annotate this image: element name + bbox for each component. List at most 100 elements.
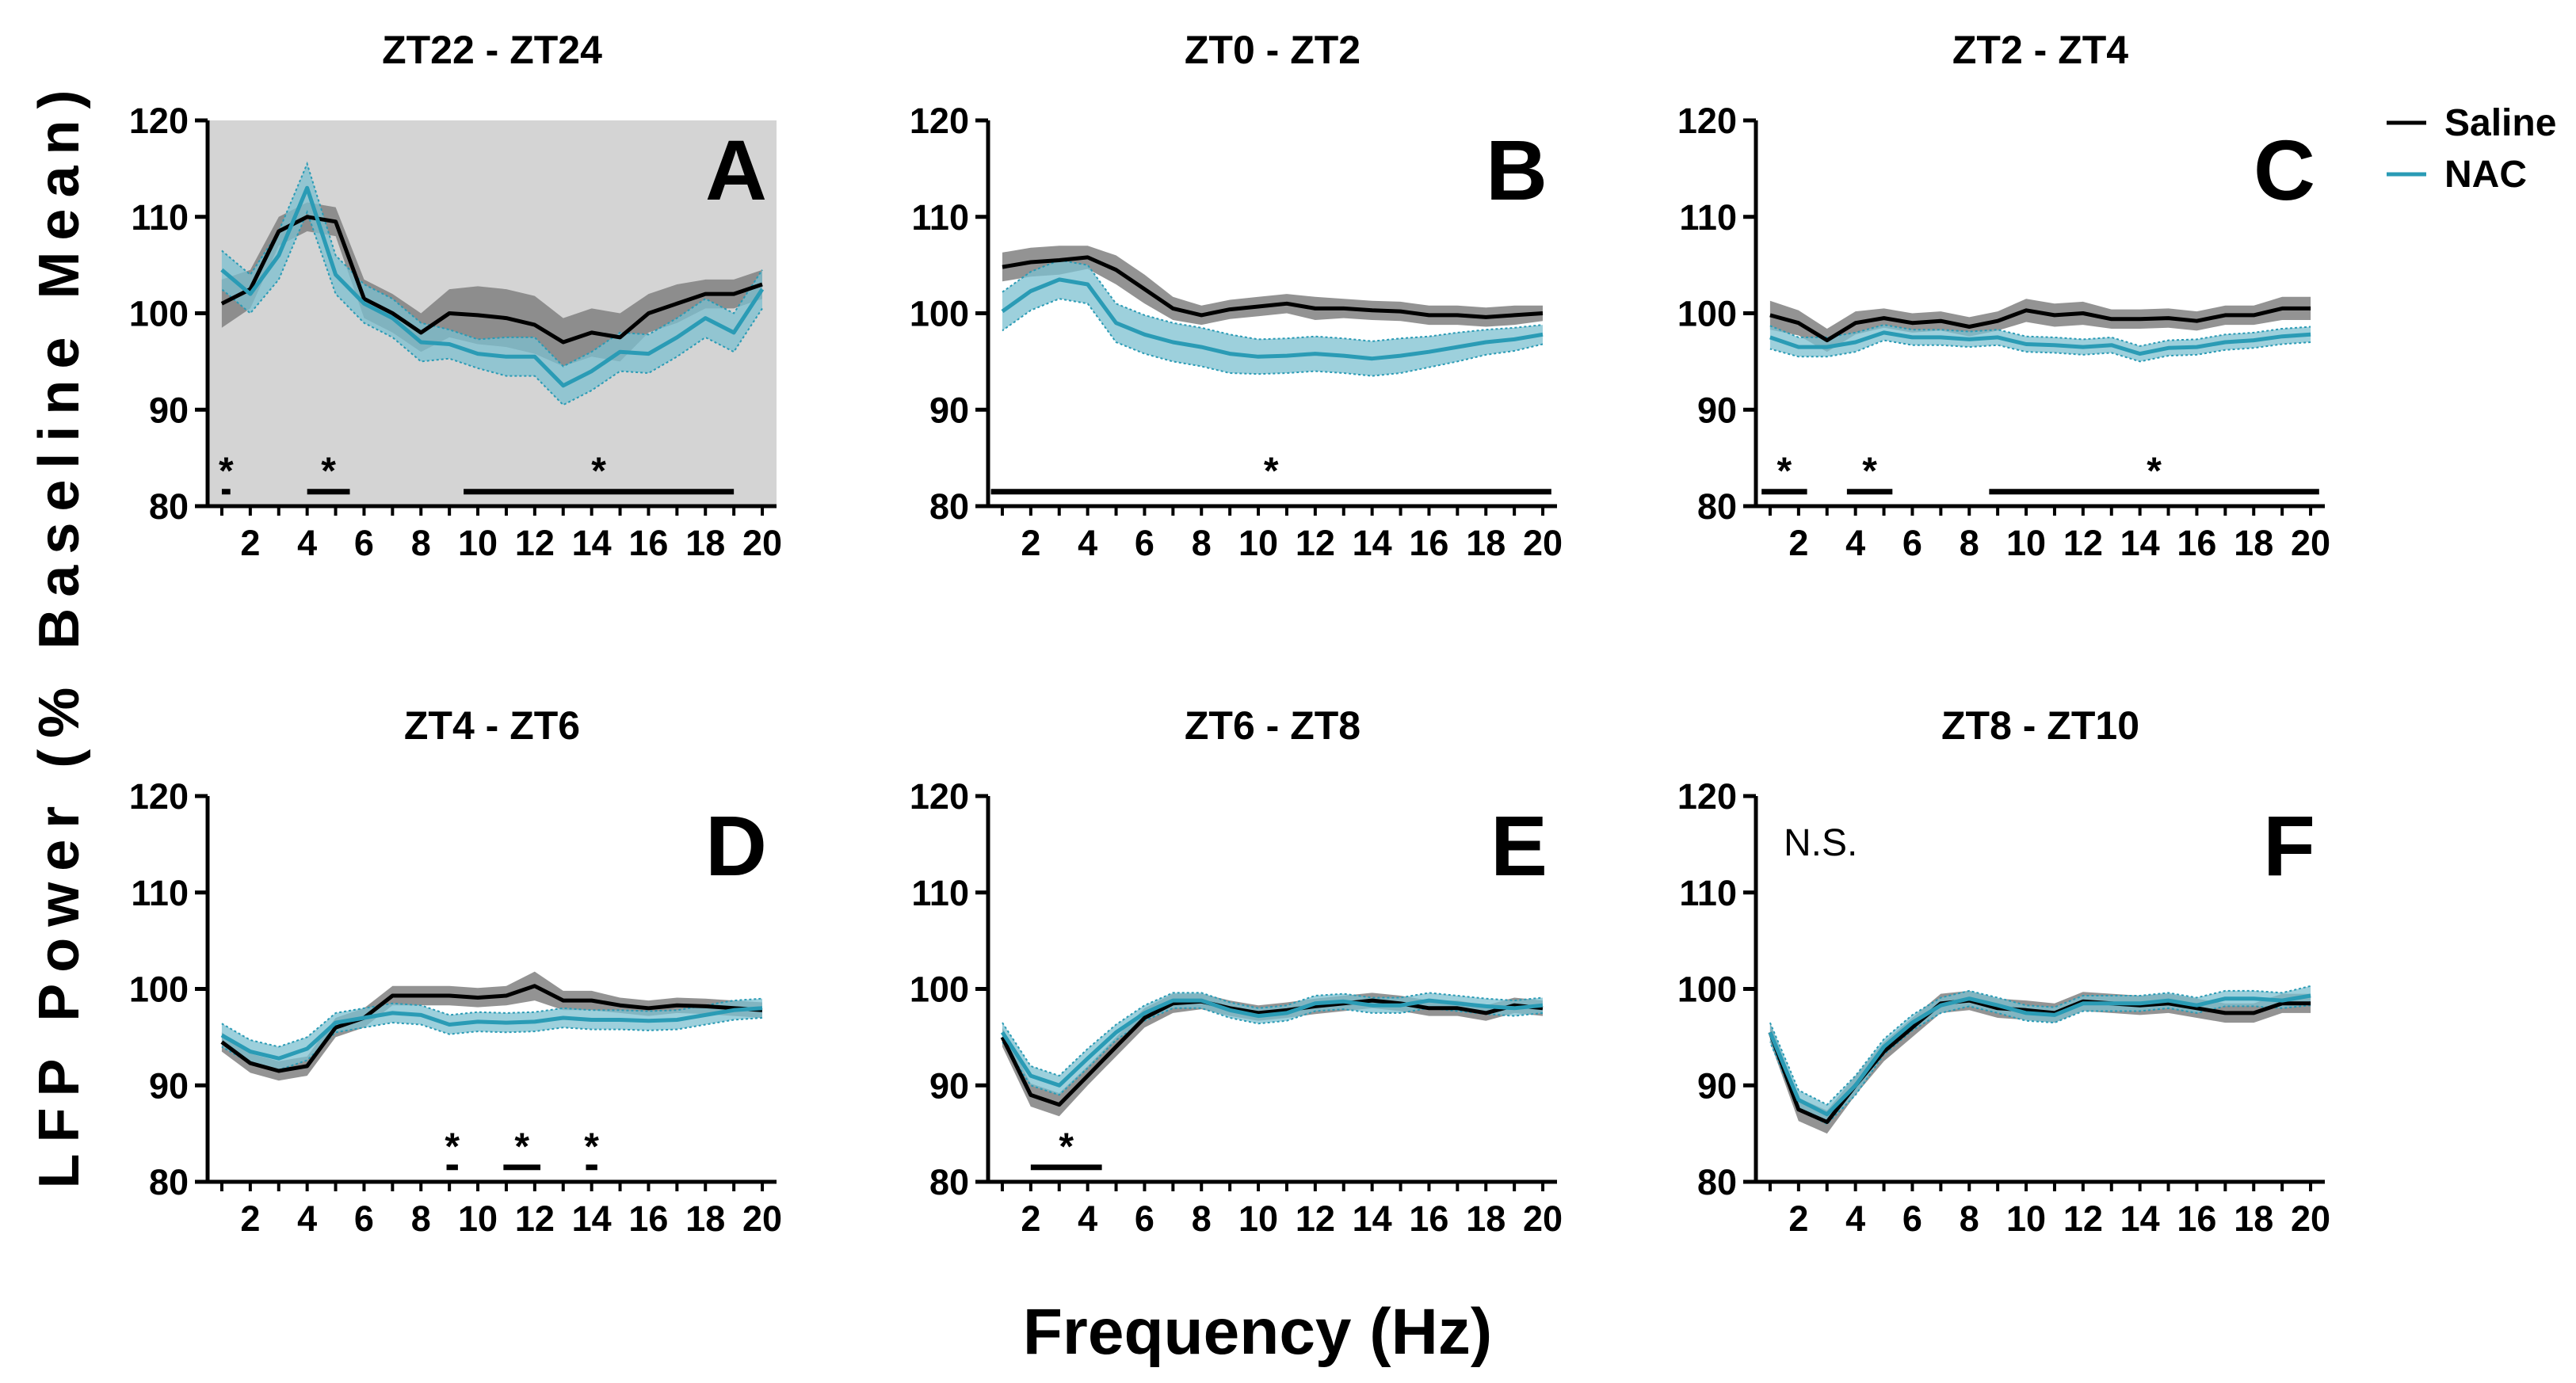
y-tick-label: 120 <box>910 101 969 141</box>
series-band-edge-lower <box>1002 298 1544 377</box>
legend: Saline NAC <box>2387 102 2556 196</box>
series-line-nac <box>1000 998 1544 1088</box>
panel-d: ZT4 - ZT6 D * * * 80 90 100 110 120 2 4 6 8 10 12 14 16 18… <box>129 703 782 1239</box>
legend-label-saline: Saline <box>2444 102 2556 144</box>
x-tick-label: 12 <box>515 1198 555 1239</box>
x-tick-label: 2 <box>1021 1198 1040 1239</box>
x-tick-label: 10 <box>2006 523 2046 563</box>
x-axis-label: Frequency (Hz) <box>1022 1296 1493 1368</box>
x-tick-label: 12 <box>1296 1198 1335 1239</box>
x-tick-label: 20 <box>742 1198 782 1239</box>
x-tick-label: 10 <box>1238 523 1278 563</box>
y-tick-label: 90 <box>149 390 189 430</box>
x-tick-label: 10 <box>1238 1198 1278 1239</box>
series-band-edge-lower <box>1769 1004 2311 1126</box>
y-axis-label-area: LFP Power (% Baseline Mean) <box>0 0 91 1383</box>
series-band-saline <box>1769 296 2311 352</box>
series-band-edge-upper <box>221 161 763 368</box>
y-tick-label: 120 <box>129 101 189 141</box>
x-tick-label: 10 <box>2006 1198 2046 1239</box>
x-tick-label: 14 <box>572 523 612 563</box>
x-tick-label: 2 <box>1788 1198 1808 1239</box>
series-band-edge-lower <box>221 209 763 406</box>
series-line-nac <box>220 1006 763 1061</box>
x-tick-label: 14 <box>2120 523 2160 563</box>
x-tick-label: 4 <box>1078 1198 1097 1239</box>
x-tick-label: 20 <box>742 523 782 563</box>
panel-f: ZT8 - ZT10 F N.S. 80 90 100 110 120 2 4 6 8 10 12 14 16… <box>1677 703 2330 1239</box>
panel-title: ZT22 - ZT24 <box>382 28 602 72</box>
series-line-nac <box>1769 330 2311 356</box>
x-tick-label: 12 <box>515 523 555 563</box>
panel-title: ZT8 - ZT10 <box>1941 703 2139 748</box>
y-tick-label: 120 <box>1677 101 1737 141</box>
x-tick-label: 16 <box>1409 523 1448 563</box>
x-tick-label: 18 <box>685 523 725 563</box>
x-tick-label: 4 <box>1845 1198 1865 1239</box>
x-tick-label: 8 <box>1960 1198 1979 1239</box>
significance-star: * <box>591 451 606 493</box>
y-tick-label: 80 <box>1697 1162 1737 1202</box>
y-tick-label: 110 <box>911 197 969 238</box>
y-tick-label: 100 <box>1677 970 1737 1010</box>
x-tick-label: 2 <box>1021 523 1040 563</box>
x-tick-label: 4 <box>297 523 317 563</box>
series-band-saline <box>1002 246 1543 327</box>
x-tick-label: 12 <box>2063 523 2103 563</box>
x-tick-label: 6 <box>1135 1198 1154 1239</box>
y-tick-label: 110 <box>1679 873 1737 913</box>
x-tick-label: 20 <box>1523 523 1563 563</box>
series-line-nac <box>1768 993 2311 1117</box>
y-tick-label: 90 <box>1697 390 1737 430</box>
series-line-nac <box>1001 277 1544 361</box>
y-tick-label: 110 <box>1679 197 1737 238</box>
x-tick-label: 2 <box>240 1198 260 1239</box>
y-tick-label: 80 <box>1697 486 1737 527</box>
series-band-edge-upper <box>1769 985 2311 1106</box>
series-line-saline <box>220 215 763 345</box>
y-tick-label: 120 <box>1677 776 1737 817</box>
y-tick-label: 90 <box>149 1065 189 1106</box>
x-tick-label: 4 <box>1845 523 1865 563</box>
x-tick-label: 8 <box>1192 523 1212 563</box>
x-tick-label: 18 <box>1466 1198 1506 1239</box>
significance-star: * <box>219 451 234 493</box>
x-tick-label: 18 <box>1466 523 1506 563</box>
series-line-nac <box>220 185 765 388</box>
x-tick-label: 20 <box>1523 1198 1563 1239</box>
y-axis-label: LFP Power (% Baseline Mean) <box>28 78 91 1189</box>
x-tick-label: 10 <box>458 1198 498 1239</box>
y-tick-label: 120 <box>129 776 189 817</box>
y-tick-label: 90 <box>929 1065 969 1106</box>
y-tick-label: 120 <box>910 776 969 817</box>
x-tick-label: 16 <box>1409 1198 1448 1239</box>
x-tick-label: 8 <box>1960 523 1979 563</box>
x-tick-label: 20 <box>2291 1198 2330 1239</box>
x-tick-label: 18 <box>2234 1198 2273 1239</box>
y-tick-label: 90 <box>1697 1065 1737 1106</box>
y-tick-label: 80 <box>929 486 969 527</box>
y-tick-label: 110 <box>911 873 969 913</box>
x-tick-label: 8 <box>411 1198 431 1239</box>
panel-title: ZT6 - ZT8 <box>1185 703 1361 748</box>
y-tick-label: 80 <box>929 1162 969 1202</box>
y-tick-label: 90 <box>929 390 969 430</box>
panel-title: ZT0 - ZT2 <box>1185 28 1361 72</box>
series-band-edge-upper <box>1769 324 2311 347</box>
significance-star: * <box>1264 451 1279 493</box>
significance-star: * <box>1059 1126 1074 1168</box>
x-tick-label: 6 <box>1135 523 1154 563</box>
series-band-saline <box>221 971 762 1081</box>
panel-a: ZT22 - ZT24 A * * * 80 90 100 110 120 2 4 6 8 10 12 14 16… <box>129 28 782 563</box>
x-tick-label: 12 <box>2063 1198 2103 1239</box>
significance-star: * <box>584 1126 599 1168</box>
significance-star: * <box>321 451 336 493</box>
series-band-edge-lower <box>221 1017 763 1071</box>
series-band-saline <box>221 202 762 367</box>
series-line-saline <box>220 984 763 1073</box>
y-tick-label: 100 <box>129 970 189 1010</box>
significance-star: * <box>1862 451 1877 493</box>
series-band-nac <box>221 998 762 1070</box>
panel-letter: E <box>1490 798 1548 893</box>
series-band-edge-lower <box>1002 1007 1544 1096</box>
